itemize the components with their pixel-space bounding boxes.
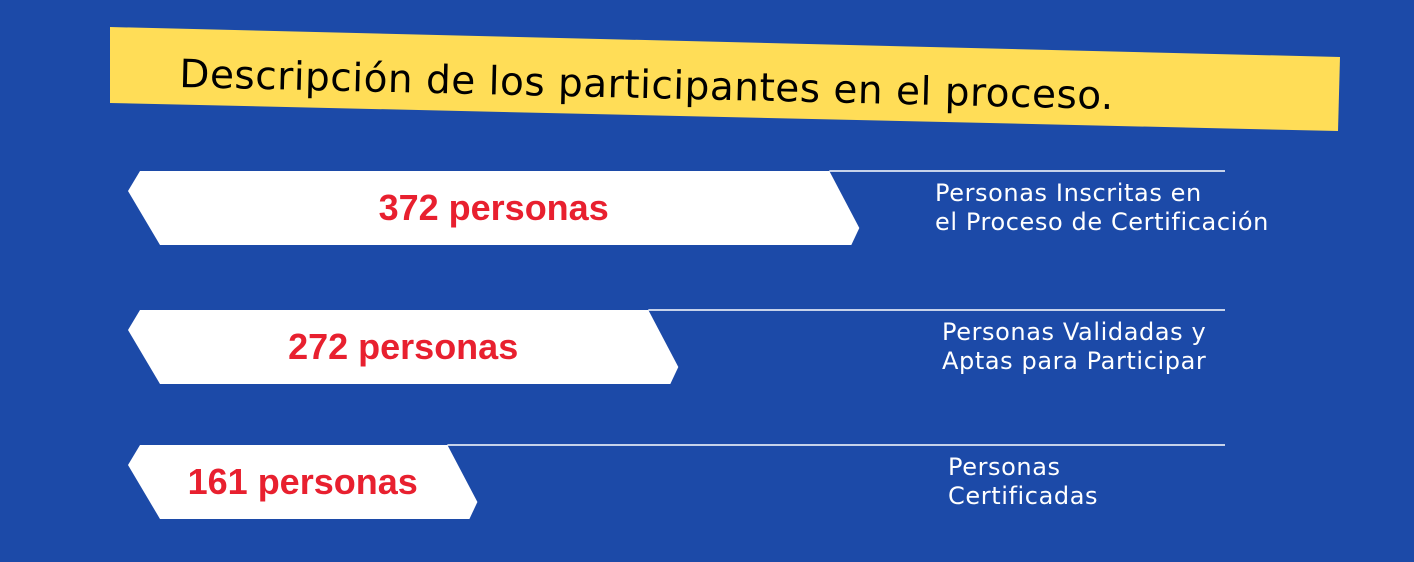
category-label-line: Personas Inscritas en: [935, 179, 1202, 207]
bar-161: [128, 445, 478, 519]
bar-value-label: 272 personas: [288, 326, 518, 367]
bar-272: [128, 310, 679, 384]
category-label: Personas Validadas y Aptas para Participa…: [942, 318, 1206, 376]
bar-value-label: 372 personas: [379, 187, 609, 228]
title-banner: [110, 27, 1340, 131]
category-label-line: Personas Validadas y: [942, 318, 1207, 346]
bar-value-label: 161 personas: [188, 461, 418, 502]
category-label-line: Personas: [948, 453, 1061, 481]
category-label-line: Certificadas: [948, 482, 1099, 510]
category-label-line: el Proceso de Certificación: [935, 208, 1269, 236]
category-label: Personas Inscritas en el Proceso de Certi…: [935, 179, 1269, 237]
category-label-line: Aptas para Participar: [942, 347, 1207, 375]
category-label: Personas Certificadas: [948, 453, 1098, 511]
bar-372: [128, 171, 860, 245]
